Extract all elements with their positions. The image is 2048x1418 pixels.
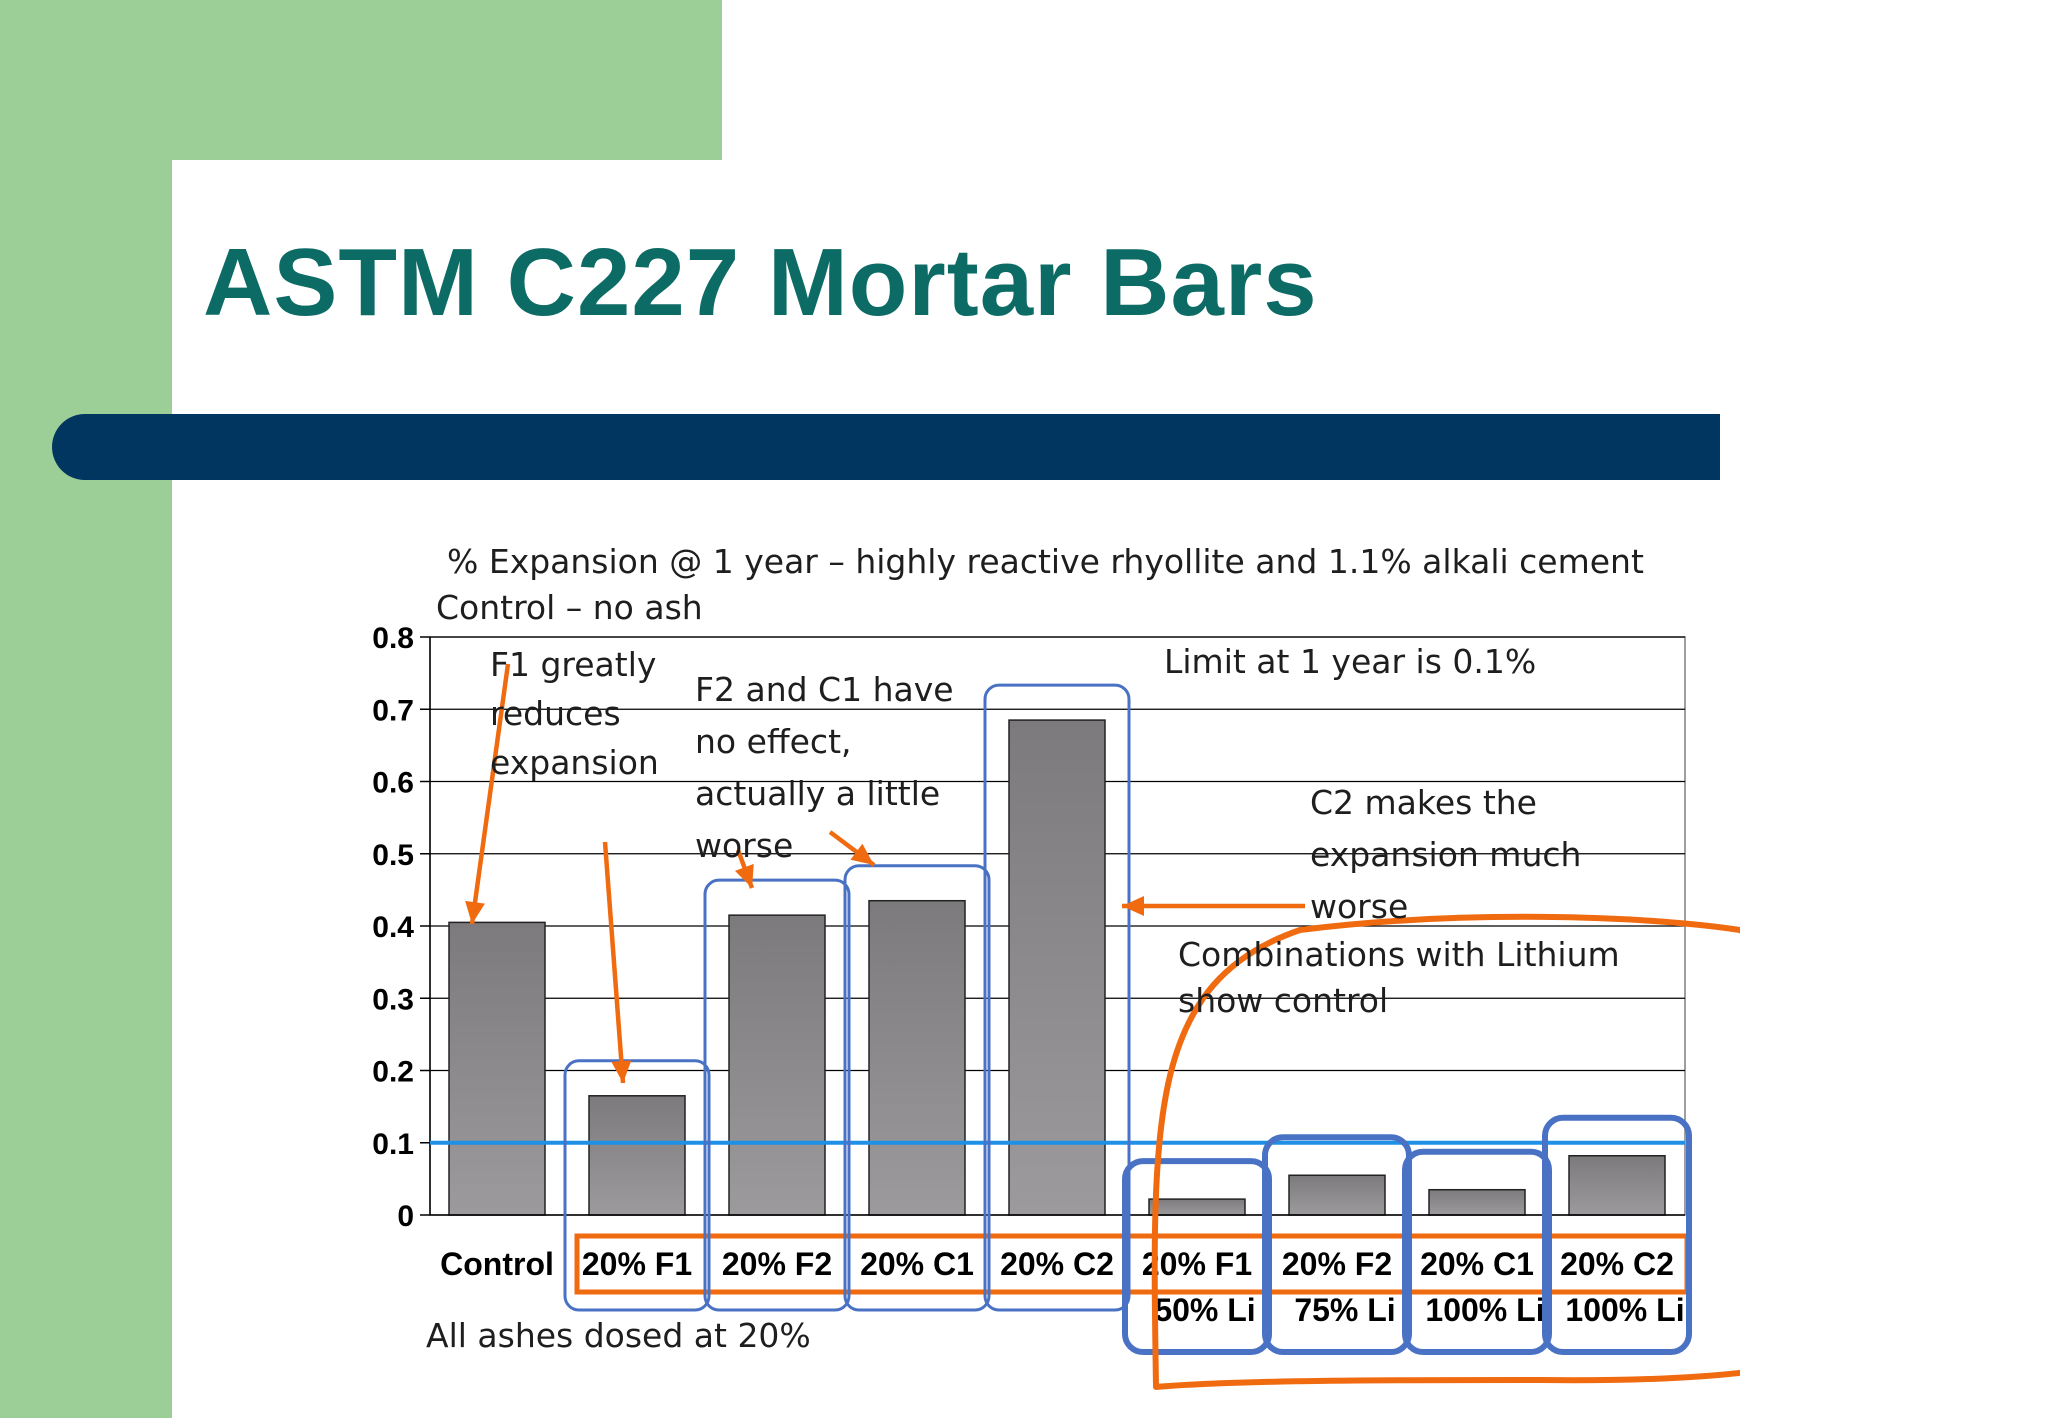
bar bbox=[1428, 1188, 1526, 1216]
f2-c1-annotation-line: worse bbox=[695, 826, 794, 865]
f2-c1-annotation-line: no effect, bbox=[695, 722, 852, 761]
lithium-bar-outline bbox=[1402, 1148, 1552, 1356]
green-side-strip bbox=[0, 0, 172, 1418]
lithium-bar-outline bbox=[1262, 1134, 1412, 1356]
f1-annotation-line: expansion bbox=[490, 743, 659, 782]
lithium-annotation-line: show control bbox=[1178, 981, 1389, 1020]
annotation-arrow bbox=[828, 830, 876, 867]
f2-c1-annotation-line: actually a little bbox=[695, 774, 941, 813]
y-tick-label: 0.8 bbox=[372, 622, 414, 655]
bar bbox=[868, 899, 966, 1216]
lithium-group-outline bbox=[1151, 913, 1740, 1390]
annotation-arrow bbox=[1122, 896, 1305, 916]
dosage-note: All ashes dosed at 20% bbox=[426, 1316, 811, 1355]
x-tick-label: 20% C2 bbox=[1000, 1246, 1114, 1282]
annotation-arrow bbox=[602, 841, 632, 1084]
limit-annotation: Limit at 1 year is 0.1% bbox=[1164, 642, 1537, 681]
y-tick-label: 0.1 bbox=[372, 1128, 414, 1161]
y-tick-label: 0.7 bbox=[372, 694, 414, 727]
c2-annotation-line: C2 makes the bbox=[1310, 783, 1537, 822]
y-tick-label: 0.3 bbox=[372, 983, 414, 1016]
lithium-bar-outline bbox=[1122, 1158, 1272, 1355]
title-divider-band bbox=[52, 414, 1720, 480]
annotation-arrow bbox=[735, 849, 755, 889]
x-tick-label: 20% F2 bbox=[722, 1246, 832, 1282]
x-tick-label: 100% Li bbox=[1425, 1292, 1544, 1328]
x-tick-label: 20% C1 bbox=[1420, 1246, 1534, 1282]
lithium-bar-outline bbox=[1542, 1114, 1692, 1355]
bar bbox=[1008, 719, 1106, 1216]
f1-annotation-line: F1 greatly bbox=[490, 645, 657, 684]
x-tick-label: 20% C1 bbox=[860, 1246, 974, 1282]
y-tick-label: 0 bbox=[397, 1200, 414, 1233]
bar bbox=[728, 914, 826, 1216]
x-tick-label: Control bbox=[440, 1246, 554, 1282]
slide-title: ASTM C227 Mortar Bars bbox=[203, 229, 1318, 336]
fly-ash-bar-outline bbox=[703, 878, 851, 1312]
lithium-annotation-line: Combinations with Lithium bbox=[1178, 935, 1620, 974]
bar bbox=[588, 1095, 686, 1216]
bar bbox=[1148, 1198, 1246, 1216]
annotation-arrow bbox=[465, 663, 511, 925]
bar bbox=[1568, 1155, 1666, 1216]
lithium-annotation: Combinations with Lithium show control bbox=[1178, 932, 1620, 1024]
f1-annotation: F1 greatly reduces expansion bbox=[490, 640, 659, 787]
x-tick-label: 20% F1 bbox=[1142, 1246, 1252, 1282]
fly-ash-bar-outline bbox=[983, 683, 1131, 1312]
f2-c1-annotation: F2 and C1 have no effect, actually a lit… bbox=[695, 664, 954, 872]
y-tick-label: 0.2 bbox=[372, 1056, 414, 1089]
x-tick-label: 50% Li bbox=[1154, 1292, 1255, 1328]
c2-annotation-line: expansion much bbox=[1310, 835, 1582, 874]
c2-annotation: C2 makes the expansion much worse bbox=[1310, 777, 1581, 933]
chart-title: % Expansion @ 1 year – highly reactive r… bbox=[447, 542, 1644, 581]
control-annotation: Control – no ash bbox=[436, 588, 703, 627]
bar bbox=[1288, 1174, 1386, 1216]
bar bbox=[448, 921, 546, 1216]
y-tick-label: 0.4 bbox=[372, 911, 414, 944]
x-tick-label: 75% Li bbox=[1294, 1292, 1395, 1328]
y-tick-label: 0.6 bbox=[372, 767, 414, 800]
x-tick-label: 20% F1 bbox=[582, 1246, 692, 1282]
x-tick-label: 20% F2 bbox=[1282, 1246, 1392, 1282]
f2-c1-annotation-line: F2 and C1 have bbox=[695, 670, 954, 709]
expansion-bar-chart: 0 0.1 0.2 0.3 0.4 0.5 0.6 0.7 0.8 Control 20% F1 2… bbox=[372, 622, 1740, 1390]
c2-annotation-line: worse bbox=[1310, 887, 1409, 926]
fly-ash-bar-outline bbox=[843, 864, 991, 1312]
x-tick-label: 100% Li bbox=[1565, 1292, 1684, 1328]
y-tick-label: 0.5 bbox=[372, 839, 414, 872]
f1-annotation-line: reduces bbox=[490, 694, 621, 733]
x-tick-label: 20% C2 bbox=[1560, 1246, 1674, 1282]
fly-ash-bar-outline bbox=[563, 1059, 711, 1312]
